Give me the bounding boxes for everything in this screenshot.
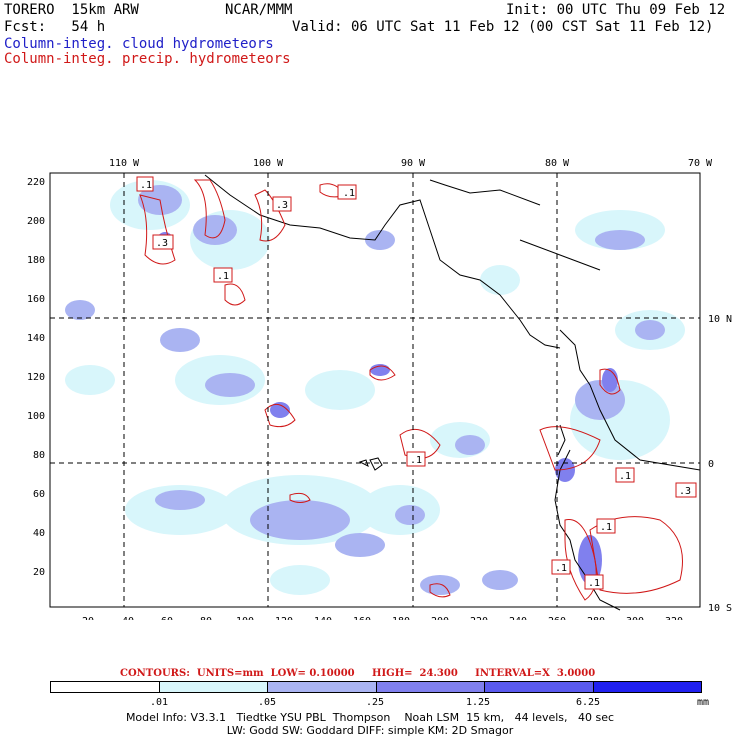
contour-label: .1 <box>619 471 631 482</box>
lon-label: 100 W <box>253 158 284 169</box>
field-cloud-label: Column-integ. cloud hydrometeors <box>4 36 274 52</box>
contour-label-boxes: .1 .1 .3 .3 .1 .1 .1 .1 .3 .1 .1 <box>136 176 697 590</box>
y-tick: 220 <box>27 177 45 188</box>
contour-box: .3 <box>675 482 697 498</box>
x-axis: 20 40 60 80 100 120 140 160 180 200 220 … <box>82 616 683 620</box>
legend-swatch <box>159 682 268 692</box>
contour-label: .1 <box>217 271 229 282</box>
footer-model-info: Model Info: V3.3.1 Tiedtke YSU PBL Thomp… <box>125 711 615 724</box>
x-tick: 40 <box>122 616 134 620</box>
contour-box: .1 <box>551 559 571 575</box>
contour-box: .1 <box>584 574 604 590</box>
contour-box: .1 <box>213 267 233 283</box>
legend-swatch <box>268 682 377 692</box>
lat-label: 10 N <box>708 314 732 325</box>
center-name: NCAR/MMM <box>225 2 293 18</box>
x-tick: 180 <box>392 616 410 620</box>
contour-label: .1 <box>343 188 355 199</box>
contour-box: .1 <box>406 451 426 467</box>
contour-label: .1 <box>555 563 567 574</box>
x-tick: 320 <box>665 616 683 620</box>
contour-label: .3 <box>156 238 168 249</box>
x-tick: 280 <box>587 616 605 620</box>
y-tick: 80 <box>33 450 45 461</box>
forecast-hour: Fcst: 54 h <box>4 19 106 35</box>
contour-info: CONTOURS: UNITS=mm LOW= 0.10000 HIGH= 24… <box>120 668 596 679</box>
legend-units: mm <box>697 697 710 708</box>
y-tick: 20 <box>33 567 45 578</box>
legend-swatch <box>485 682 594 692</box>
y-tick: 180 <box>27 255 45 266</box>
lon-labels: 110 W 100 W 90 W 80 W 70 W <box>109 158 713 169</box>
x-tick: 20 <box>82 616 94 620</box>
contour-label: .3 <box>276 200 288 211</box>
contour-box: .3 <box>272 196 292 212</box>
x-tick: 220 <box>470 616 488 620</box>
valid-time: Valid: 06 UTC Sat 11 Feb 12 (00 CST Sat … <box>292 19 714 35</box>
y-tick: 160 <box>27 294 45 305</box>
contour-label: .1 <box>410 455 422 466</box>
footer-physics-info: LW: Godd SW: Goddard DIFF: simple KM: 2D… <box>226 724 514 737</box>
legend-label: 1.25 <box>466 697 491 708</box>
y-tick: 40 <box>33 528 45 539</box>
contour-box: .3 <box>152 234 174 250</box>
lon-label: 80 W <box>545 158 570 169</box>
model-title: TORERO 15km ARW <box>4 2 139 18</box>
x-tick: 140 <box>314 616 332 620</box>
y-tick: 140 <box>27 333 45 344</box>
lat-labels: 10 N 0 10 S <box>708 314 732 614</box>
y-tick: 100 <box>27 411 45 422</box>
y-tick: 120 <box>27 372 45 383</box>
legend-swatch <box>51 682 160 692</box>
y-axis: 20 40 60 80 100 120 140 160 180 200 220 <box>27 177 45 578</box>
field-precip-label: Column-integ. precip. hydrometeors <box>4 51 291 67</box>
legend-label: 6.25 <box>576 697 601 708</box>
contour-label: .3 <box>679 486 691 497</box>
x-tick: 160 <box>353 616 371 620</box>
x-tick: 80 <box>200 616 212 620</box>
legend-label: .01 <box>150 697 169 708</box>
contour-box: .1 <box>136 176 154 192</box>
lon-label: 90 W <box>401 158 426 169</box>
lat-label: 10 S <box>708 603 732 614</box>
y-tick: 60 <box>33 489 45 500</box>
lon-label: 110 W <box>109 158 140 169</box>
coastlines <box>204 174 701 611</box>
map-frame <box>49 172 701 608</box>
lat-label: 0 <box>708 459 714 470</box>
y-tick: 200 <box>27 216 45 227</box>
x-tick: 300 <box>626 616 644 620</box>
x-tick: 100 <box>236 616 254 620</box>
x-tick: 240 <box>509 616 527 620</box>
x-tick: 120 <box>275 616 293 620</box>
contour-label: .1 <box>600 522 612 533</box>
contour-box: .1 <box>596 518 616 534</box>
x-tick: 200 <box>431 616 449 620</box>
legend-label: .05 <box>258 697 277 708</box>
contour-label: .1 <box>588 578 600 589</box>
legend-label: .25 <box>366 697 385 708</box>
contour-label: .1 <box>140 180 152 191</box>
weather-map: 20 40 60 80 100 120 140 160 180 200 220 … <box>27 158 732 620</box>
x-tick: 60 <box>161 616 173 620</box>
color-legend <box>50 681 702 693</box>
legend-swatch <box>593 682 701 692</box>
legend-swatch <box>376 682 485 692</box>
x-tick: 260 <box>548 616 566 620</box>
contour-box: .1 <box>337 184 357 200</box>
init-time: Init: 00 UTC Thu 09 Feb 12 <box>506 2 726 18</box>
lat-lon-grid <box>50 173 700 607</box>
lon-label: 70 W <box>688 158 713 169</box>
contour-box: .1 <box>615 467 635 483</box>
precip-contours <box>139 179 683 601</box>
